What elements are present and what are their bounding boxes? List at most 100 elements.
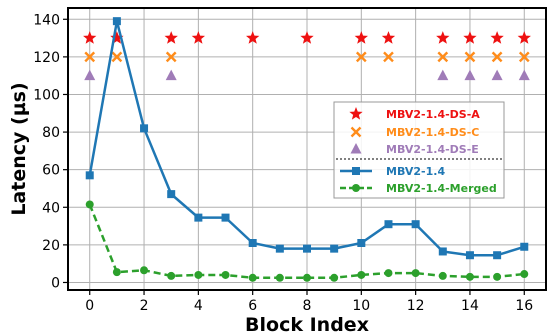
series-line xyxy=(88,203,525,280)
data-point xyxy=(520,270,529,279)
data-point xyxy=(463,31,477,44)
plot-series xyxy=(83,17,531,282)
legend-label: MBV2-1.4-Merged xyxy=(386,182,497,195)
data-point xyxy=(493,251,502,260)
y-tick-label: 120 xyxy=(33,50,60,66)
data-point xyxy=(111,51,123,63)
data-point xyxy=(330,244,339,253)
data-point xyxy=(275,244,284,253)
data-point xyxy=(490,31,504,44)
data-point xyxy=(491,51,503,63)
x-axis-label: Block Index xyxy=(245,314,369,336)
data-point xyxy=(464,51,476,63)
data-point xyxy=(383,51,394,63)
data-point xyxy=(330,273,339,282)
legend-box xyxy=(333,101,505,199)
data-point xyxy=(248,273,257,282)
data-point xyxy=(411,220,420,229)
data-point xyxy=(436,31,450,44)
data-point xyxy=(167,271,176,280)
x-tick-label: 16 xyxy=(515,298,533,314)
data-point xyxy=(85,200,94,209)
data-point xyxy=(110,31,124,44)
y-tick-label: 140 xyxy=(33,12,60,28)
data-point xyxy=(246,31,260,44)
data-point xyxy=(357,239,366,247)
data-point xyxy=(518,51,530,63)
data-point xyxy=(493,272,502,281)
data-point xyxy=(518,69,530,81)
legend-label: MBV2-1.4-DS-A xyxy=(386,108,480,121)
legend-label: MBV2-1.4-DS-E xyxy=(386,143,479,156)
x-tick-label: 2 xyxy=(140,298,149,314)
x-tick-label: 8 xyxy=(303,298,312,314)
x-tick-label: 4 xyxy=(194,298,203,314)
data-point xyxy=(167,190,176,199)
data-point xyxy=(84,51,96,63)
data-point xyxy=(303,244,311,253)
y-axis-label: Latency (µs) xyxy=(8,82,30,215)
y-tick-label: 80 xyxy=(42,125,60,141)
legend-marker xyxy=(352,167,360,175)
data-point xyxy=(438,247,447,256)
x-tick-label: 14 xyxy=(461,298,479,314)
legend-marker xyxy=(350,126,362,138)
data-point xyxy=(112,17,121,26)
data-point xyxy=(465,251,474,260)
y-tick-label: 0 xyxy=(51,275,60,291)
y-tick-label: 100 xyxy=(33,87,60,103)
x-tick-label: 10 xyxy=(352,298,370,314)
data-point xyxy=(275,273,284,282)
legend-marker xyxy=(350,143,362,154)
data-point xyxy=(165,51,177,63)
x-tick-label: 6 xyxy=(248,298,257,314)
data-point xyxy=(357,270,366,279)
data-point xyxy=(191,31,206,44)
data-point xyxy=(438,271,447,280)
data-point xyxy=(140,266,149,275)
data-point xyxy=(437,51,449,63)
data-point xyxy=(140,124,149,133)
data-point xyxy=(194,213,203,222)
y-tick-label: 20 xyxy=(42,238,60,254)
data-point xyxy=(83,31,97,44)
data-point xyxy=(221,270,230,279)
x-axis-ticks: 0 2 4 6 8 10 12 14 16 xyxy=(85,290,533,314)
data-point xyxy=(384,220,393,229)
data-point xyxy=(300,31,314,44)
series-1 xyxy=(84,51,530,63)
legend-marker xyxy=(352,184,360,192)
data-point xyxy=(112,268,121,277)
data-point xyxy=(354,31,368,44)
data-point xyxy=(355,51,367,63)
data-point xyxy=(384,269,393,278)
series-2 xyxy=(84,69,530,81)
data-point xyxy=(464,69,476,81)
series-3 xyxy=(85,17,529,260)
series-4 xyxy=(85,200,529,282)
data-point xyxy=(517,31,531,44)
data-point xyxy=(248,239,257,247)
legend-label: MBV2-1.4 xyxy=(386,165,445,178)
x-tick-label: 12 xyxy=(407,298,425,314)
data-point xyxy=(381,31,396,44)
y-axis-ticks: 0 20 40 60 80 100 120 140 xyxy=(33,12,68,291)
data-point xyxy=(303,273,311,282)
legend-marker xyxy=(349,107,363,120)
series-0 xyxy=(83,31,531,44)
data-point xyxy=(85,171,94,180)
data-point xyxy=(465,272,474,281)
data-point xyxy=(221,213,230,222)
x-tick-label: 0 xyxy=(85,298,94,314)
data-point xyxy=(194,270,203,279)
data-point xyxy=(84,69,96,81)
legend-label: MBV2-1.4-DS-C xyxy=(386,126,479,139)
y-tick-label: 40 xyxy=(42,200,60,216)
y-tick-label: 60 xyxy=(42,163,60,179)
data-point xyxy=(437,69,449,81)
data-point xyxy=(411,269,420,278)
data-point xyxy=(520,242,529,251)
legend: MBV2-1.4-DS-A MBV2-1.4-DS-C MBV2-1.4-DS-E M… xyxy=(333,101,505,199)
data-point xyxy=(164,31,178,44)
